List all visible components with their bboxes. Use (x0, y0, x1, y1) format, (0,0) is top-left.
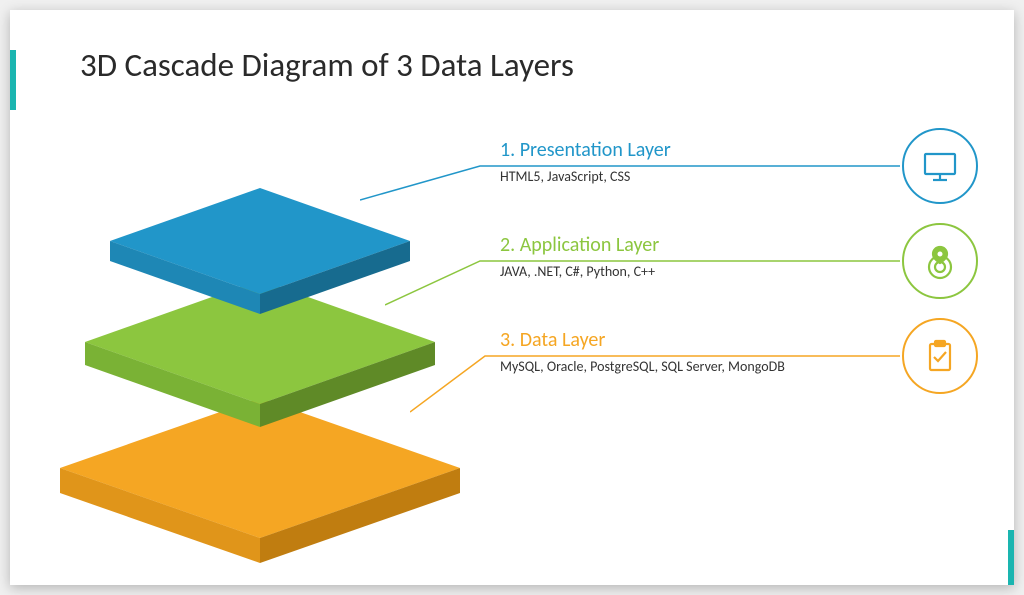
icon-circle-1 (902, 128, 978, 204)
layer-desc-3: MySQL, Oracle, PostgreSQL, SQL Server, M… (500, 358, 860, 377)
monitor-icon (920, 146, 960, 186)
icon-circle-2 (902, 223, 978, 299)
icon-circle-3 (902, 318, 978, 394)
slab-presentation-top (110, 188, 410, 294)
info-block-1: 1. Presentation Layer HTML5, JavaScript,… (500, 138, 930, 187)
clipboard-icon (920, 336, 960, 376)
layer-desc-2: JAVA, .NET, C#, Python, C++ (500, 263, 930, 282)
info-block-2: 2. Application Layer JAVA, .NET, C#, Pyt… (500, 233, 930, 282)
accent-bar-left (10, 50, 16, 110)
layer-title-3: 3. Data Layer (500, 328, 860, 352)
layer-title-1: 1. Presentation Layer (500, 138, 930, 162)
page-title: 3D Cascade Diagram of 3 Data Layers (80, 45, 574, 85)
info-block-3: 3. Data Layer MySQL, Oracle, PostgreSQL,… (500, 328, 860, 377)
layer-title-2: 2. Application Layer (500, 233, 930, 257)
pin-icon (920, 241, 960, 281)
slide-container: 3D Cascade Diagram of 3 Data Layers (10, 10, 1014, 585)
layer-desc-1: HTML5, JavaScript, CSS (500, 168, 930, 187)
accent-bar-right (1008, 530, 1014, 585)
layer-stack (60, 140, 460, 540)
slab-presentation (110, 188, 410, 318)
